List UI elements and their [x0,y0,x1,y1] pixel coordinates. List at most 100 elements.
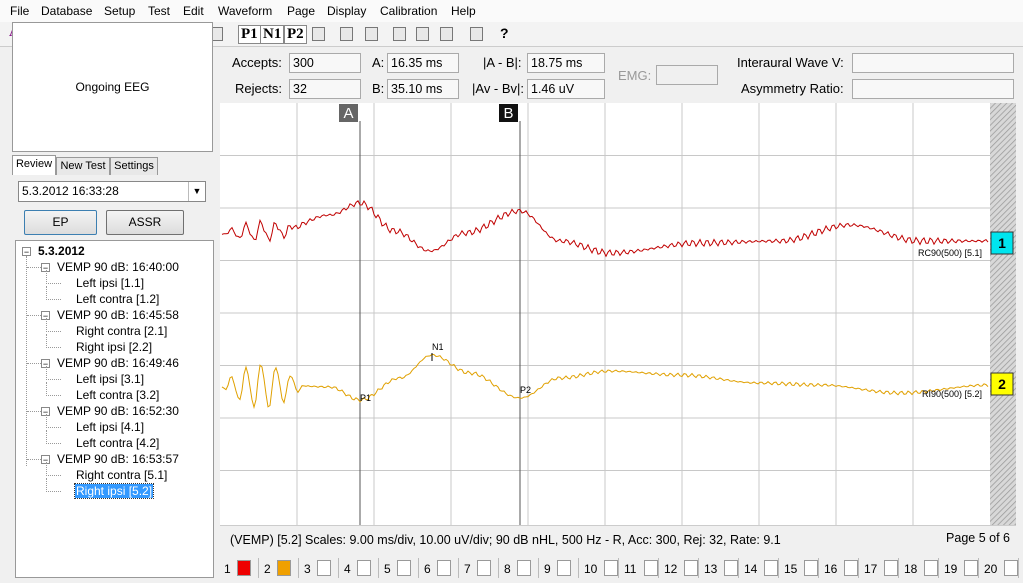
tree-group[interactable]: VEMP 90 dB: 16:45:58 [57,308,179,322]
menu-item[interactable]: Page [287,4,316,18]
menu-item[interactable]: Edit [183,4,204,18]
toolbar-button[interactable]: ? [500,25,509,41]
page-tab-swatch[interactable] [557,560,571,576]
page-tab-number[interactable]: 12 [664,562,678,576]
peak-label: P2 [520,385,531,395]
tree-item[interactable]: Right ipsi [5.2] [73,483,155,499]
page-tab-swatch[interactable] [844,560,858,576]
page-tab-number[interactable]: 14 [744,562,758,576]
tree-item[interactable]: Right contra [5.1] [76,468,168,482]
page-tab-number[interactable]: 9 [544,562,551,576]
tree-group[interactable]: VEMP 90 dB: 16:49:46 [57,356,179,370]
page-tab-number[interactable]: 11 [624,562,637,576]
trace-marker-label: 1 [998,235,1006,251]
page-tab-swatch[interactable] [1004,560,1018,576]
page-tab-number[interactable]: 5 [384,562,391,576]
tree-expander[interactable]: − [41,359,50,369]
menu-item[interactable]: File [10,4,30,18]
page-tab-number[interactable]: 19 [944,562,958,576]
tree-item[interactable]: Left ipsi [4.1] [76,420,145,434]
page-tab-number[interactable]: 8 [504,562,511,576]
menu-item[interactable]: Setup [104,4,136,18]
page-tab-swatch[interactable] [724,560,738,576]
panel-tab[interactable]: New Test [56,157,110,175]
toolbar-button[interactable]: N1 [260,25,285,44]
page-tab-number[interactable]: 15 [784,562,798,576]
dropdown-arrow[interactable]: ▼ [188,182,205,201]
tree-item[interactable]: Right contra [2.1] [76,324,168,338]
toolbar-icon[interactable] [365,27,378,41]
menu-item[interactable]: Display [327,4,367,18]
page-tab-number[interactable]: 20 [984,562,998,576]
tree-line [46,334,61,348]
menu-item[interactable]: Waveform [218,4,273,18]
page-tab-number[interactable]: 2 [264,562,271,576]
page-tab-swatch[interactable] [317,560,331,576]
page-tab-swatch[interactable] [884,560,898,576]
cursor-label: A [343,105,353,122]
page-tab-swatch[interactable] [277,560,291,576]
tree-item[interactable]: Left contra [1.2] [76,292,160,306]
tree-group[interactable]: VEMP 90 dB: 16:53:57 [57,452,179,466]
toolbar-icon[interactable] [312,27,325,41]
page-tab-swatch[interactable] [684,560,698,576]
tree-expander[interactable]: − [41,263,50,273]
page-tab-number[interactable]: 18 [904,562,918,576]
ep-button[interactable]: EP [24,210,97,235]
page-tab-swatch[interactable] [604,560,618,576]
toolbar-button[interactable]: P1 [238,25,261,44]
page-tab-number[interactable]: 7 [464,562,471,576]
page-tab-swatch[interactable] [517,560,531,576]
tree-root[interactable]: 5.3.2012 [38,244,85,258]
tree-expander[interactable]: − [41,407,50,417]
tree-item[interactable]: Left ipsi [3.1] [76,372,145,386]
tree-item[interactable]: Right ipsi [2.2] [76,340,153,354]
page-tab-number[interactable]: 6 [424,562,431,576]
tree-group[interactable]: VEMP 90 dB: 16:52:30 [57,404,179,418]
toolbar-icon[interactable] [470,27,483,41]
tab-strip: Review New Test Settings [12,155,216,175]
page-tab-divider [858,558,859,578]
page-tab-swatch[interactable] [924,560,938,576]
tree-group[interactable]: VEMP 90 dB: 16:40:00 [57,260,179,274]
page-tab-swatch[interactable] [397,560,411,576]
toolbar-button[interactable]: P2 [284,25,307,44]
page-tab-number[interactable]: 3 [304,562,311,576]
tree-expander[interactable]: − [41,455,50,465]
page-tab-swatch[interactable] [804,560,818,576]
page-tab-swatch[interactable] [964,560,978,576]
toolbar-icon[interactable] [416,27,429,41]
tree-expander[interactable]: − [22,247,31,257]
session-dropdown[interactable]: 5.3.2012 16:33:28 ▼ [18,181,206,202]
page-tab-divider [978,558,979,578]
menu-item[interactable]: Help [451,4,476,18]
page-tab-number[interactable]: 10 [584,562,598,576]
tree-item[interactable]: Left contra [4.2] [76,436,160,450]
page-tab-swatch[interactable] [357,560,371,576]
tree-expander[interactable]: − [41,311,50,321]
page-tab-number[interactable]: 16 [824,562,838,576]
toolbar-icon[interactable] [340,27,353,41]
tree-item[interactable]: Left ipsi [1.1] [76,276,145,290]
page-tab-swatch[interactable] [644,560,658,576]
page-tab-number[interactable]: 4 [344,562,351,576]
toolbar-icon[interactable] [440,27,453,41]
page-tab-swatch[interactable] [437,560,451,576]
field-label: A: [372,55,385,70]
toolbar-icon[interactable] [393,27,406,41]
assr-button[interactable]: ASSR [106,210,184,235]
menu-item[interactable]: Calibration [380,4,438,18]
tree-line [46,478,61,492]
panel-tab[interactable]: Settings [110,157,158,175]
page-tab-number[interactable]: 17 [864,562,878,576]
tree-item[interactable]: Left contra [3.2] [76,388,160,402]
page-tab-number[interactable]: 1 [224,562,231,576]
page-tab-number[interactable]: 13 [704,562,718,576]
panel-tab[interactable]: Review [12,155,56,175]
page-tab-swatch[interactable] [764,560,778,576]
field-box: 32 [289,79,361,99]
page-tab-swatch[interactable] [477,560,491,576]
menu-item[interactable]: Database [41,4,93,18]
page-tab-swatch[interactable] [237,560,251,576]
menu-item[interactable]: Test [148,4,171,18]
